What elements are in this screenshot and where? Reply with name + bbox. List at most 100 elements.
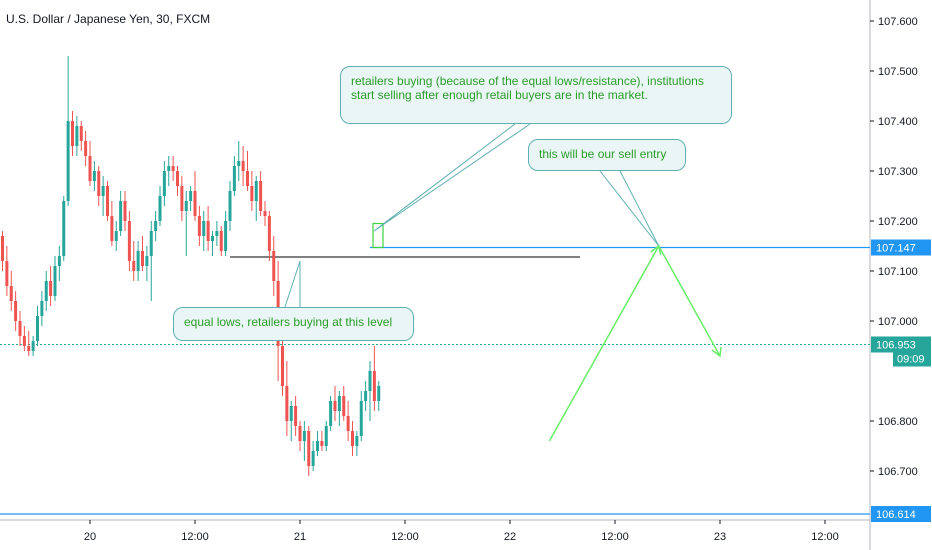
candle-body: [219, 231, 223, 251]
y-tick-label: 107.500: [878, 66, 918, 78]
candle-body: [53, 266, 57, 296]
x-tick-label: 21: [294, 531, 306, 543]
candle-body: [114, 231, 118, 241]
candle-body: [57, 256, 61, 266]
candle-body: [263, 211, 267, 216]
candle-body: [123, 201, 127, 221]
countdown-box: [893, 351, 931, 367]
candle-body: [75, 126, 79, 146]
candle-body: [250, 186, 254, 201]
candle-body: [285, 386, 289, 421]
callout-retailers[interactable]: retailers buying (because of the equal l…: [340, 66, 732, 124]
callout-equal-lows[interactable]: equal lows, retailers buying at this lev…: [173, 307, 414, 341]
candle-body: [154, 221, 158, 231]
candle-body: [346, 416, 350, 431]
countdown-label: 09:09: [897, 354, 925, 366]
candle-body: [145, 256, 149, 266]
x-tick-label: 22: [504, 531, 516, 543]
candle-body: [202, 221, 206, 236]
resistance-price-label: 107.147: [876, 243, 916, 255]
projection-path: [548, 244, 721, 442]
candle-body: [272, 251, 276, 281]
candle-body: [36, 316, 39, 341]
candle-body: [368, 371, 372, 391]
candle-body: [180, 186, 184, 211]
candle-body: [302, 431, 306, 441]
candle-body: [88, 156, 92, 181]
candle-body: [307, 431, 311, 466]
x-tick-label: 20: [84, 531, 96, 543]
candle-body: [44, 281, 48, 301]
candle-body: [106, 186, 109, 216]
candle-body: [211, 236, 214, 241]
y-tick-label: 106.700: [878, 466, 918, 478]
callout-equal-lows-pointer: [284, 260, 301, 308]
candle-body: [237, 161, 241, 166]
candle-body: [71, 121, 74, 146]
y-tick-label: 107.300: [878, 166, 918, 178]
candle-body: [189, 191, 193, 201]
candle-body: [18, 321, 22, 336]
x-tick-label: 12:00: [811, 531, 839, 543]
candle-body: [79, 126, 83, 141]
candle-body: [193, 191, 197, 216]
candle-body: [149, 231, 153, 256]
callout-retailers-pointer: [373, 123, 531, 232]
projection-arrowhead: [711, 346, 722, 358]
candle-body: [27, 346, 31, 351]
candle-body: [49, 281, 53, 296]
candle-body: [197, 216, 201, 236]
candle-body: [1, 236, 4, 261]
support-price-label: 106.614: [876, 509, 916, 521]
candle-body: [337, 396, 341, 411]
candle-body: [9, 286, 13, 301]
candle-body: [31, 341, 35, 351]
callout-sell-entry-pointer: [599, 170, 660, 247]
candle-body: [14, 301, 18, 321]
y-tick-label: 107.600: [878, 16, 918, 28]
resistance-price-box: [871, 239, 931, 256]
candle-body: [351, 431, 354, 446]
candle-body: [215, 231, 219, 236]
candle-body: [127, 221, 131, 261]
candle-body: [364, 391, 368, 401]
candle-body: [342, 396, 346, 416]
candle-body: [355, 436, 359, 446]
entry-marker: [372, 222, 384, 249]
candle-body: [241, 161, 245, 171]
y-tick-label: 107.000: [878, 316, 918, 328]
candle-body: [22, 336, 26, 346]
candle-body: [377, 386, 381, 401]
x-tick-label: 12:00: [601, 531, 629, 543]
candle-body: [359, 401, 363, 436]
candle-body: [171, 166, 175, 171]
candle-body: [132, 261, 136, 271]
candle-body: [267, 216, 271, 251]
candle-body: [97, 171, 101, 196]
candle-body: [40, 301, 44, 316]
candle-body: [84, 141, 88, 156]
current-price-label: 106.953: [876, 340, 916, 352]
candle-body: [176, 171, 179, 186]
candle-body: [228, 191, 232, 221]
x-tick-label: 23: [714, 531, 726, 543]
candle-body: [320, 441, 324, 446]
x-tick-label: 12:00: [391, 531, 419, 543]
candle-body: [162, 171, 166, 196]
candle-body: [259, 181, 263, 211]
candle-body: [324, 426, 328, 446]
candle-body: [5, 261, 9, 286]
candle-body: [66, 121, 70, 201]
candle-body: [206, 221, 210, 241]
candle-body: [92, 171, 96, 181]
y-tick-label: 107.400: [878, 116, 918, 128]
callout-sell-entry[interactable]: this will be our sell entry: [528, 139, 686, 171]
support-price-box: [871, 506, 931, 522]
candle-body: [254, 181, 258, 201]
candle-body: [224, 221, 228, 251]
candle-body: [246, 171, 249, 186]
candle-body: [184, 201, 188, 211]
candle-body: [281, 346, 284, 386]
x-tick-label: 12:00: [181, 531, 209, 543]
